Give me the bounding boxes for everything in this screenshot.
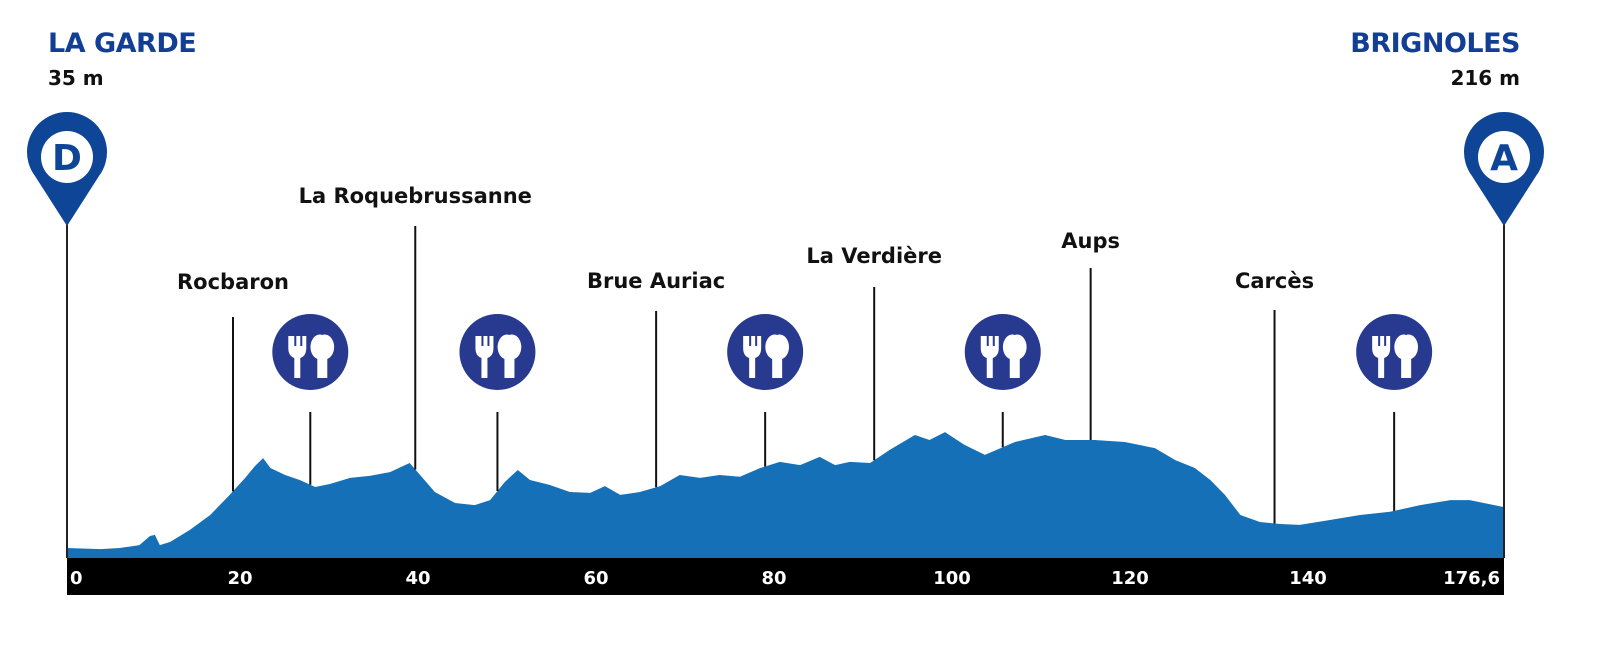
feed-zone-circle [459,314,536,390]
x-tick-label: 20 [227,568,252,589]
feed-zone-circle [964,314,1041,390]
start-marker: D [52,138,82,179]
fork-icon [288,336,307,378]
feed-zone-circle [272,314,349,390]
start-city: LA GARDE [48,28,197,59]
town-label: La Verdière [806,244,942,268]
town-label: La Roquebrussanne [299,184,532,208]
spoon-icon [497,334,522,378]
finish-pin-inner [1478,131,1530,183]
town-label: Rocbaron [177,270,289,294]
spoon-icon [1394,334,1418,378]
town-label: Brue Auriac [587,269,725,293]
finish-city: BRIGNOLES [1350,28,1520,59]
x-tick-label: 0 [70,568,83,589]
feed-zone-circle [1356,314,1433,390]
feed-zone-circle [727,314,804,390]
feed-zone-icon [459,314,536,390]
start-altitude: 35 m [48,66,104,90]
feed-zone-icon [727,314,804,390]
x-tick-label: 60 [583,568,608,589]
finish-marker: A [1490,138,1518,179]
fork-icon [475,336,494,378]
elevation-area [67,432,1504,558]
finish-altitude: 216 m [1450,66,1520,90]
x-tick-label: 80 [761,568,786,589]
fork-icon [743,336,762,378]
x-tick-label: 100 [933,568,971,589]
x-tick-label: 140 [1289,568,1327,589]
x-tick-label: 120 [1111,568,1149,589]
start-pin-inner [41,131,93,183]
town-label: Carcès [1235,269,1314,293]
x-axis-bar [67,558,1504,595]
feed-zone-icon [964,314,1041,390]
feed-zone-icon [1356,314,1433,390]
feed-zone-icon [272,314,349,390]
fork-icon [980,336,999,378]
spoon-icon [310,334,335,378]
town-label: Aups [1061,229,1120,253]
x-tick-label: 40 [405,568,430,589]
fork-icon [1372,336,1391,378]
spoon-icon [765,334,789,378]
spoon-icon [1002,334,1027,378]
x-tick-label: 176,6 [1443,568,1500,589]
